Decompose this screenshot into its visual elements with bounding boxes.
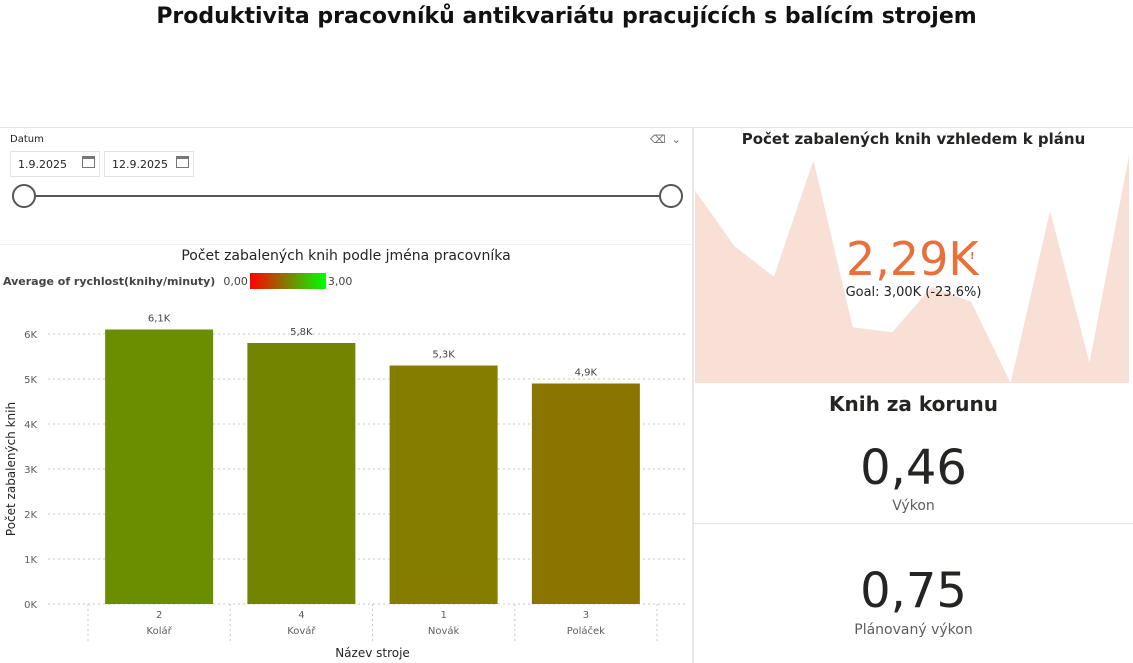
legend-label: Average of rychlost(knihy/minuty) xyxy=(3,274,216,288)
calendar-icon[interactable] xyxy=(82,156,95,168)
start-date-input[interactable]: 1.9.2025 xyxy=(10,151,100,177)
y-tick-label: 2K xyxy=(24,510,37,521)
planned-performance-value: 0,75 xyxy=(860,563,967,619)
bar-chart: 0K 1K 2K 3K 4K 5K 6K 6,1K 2 Kolář 5,8K 4 Kovář 5,3K 1 N… xyxy=(4,314,688,660)
x-tick-label: 4 xyxy=(298,610,304,621)
end-date-input[interactable]: 12.9.2025 xyxy=(104,151,194,177)
performance-label: Výkon xyxy=(892,498,935,514)
bar xyxy=(389,365,498,604)
color-legend: Average of rychlost(knihy/minuty) 0,00 3… xyxy=(3,273,352,289)
bar-chart-title: Počet zabalených knih podle jména pracov… xyxy=(181,248,511,264)
chevron-down-icon[interactable]: ⌄ xyxy=(671,133,681,146)
start-date-value: 1.9.2025 xyxy=(18,158,67,171)
date-range-track[interactable] xyxy=(24,195,671,197)
calendar-icon[interactable] xyxy=(176,156,189,168)
data-label: 5,8K xyxy=(290,327,313,338)
y-tick-label: 4K xyxy=(24,420,37,431)
x-tick-label: 3 xyxy=(583,610,589,621)
x-tick-sublabel: Kolář xyxy=(147,625,173,637)
data-label: 6,1K xyxy=(148,314,171,325)
report-title: Produktivita pracovníků antikvariátu pra… xyxy=(156,4,977,29)
end-date-value: 12.9.2025 xyxy=(112,158,168,171)
legend-min: 0,00 xyxy=(223,274,248,288)
date-slicer-label: Datum xyxy=(10,134,44,145)
x-tick-sublabel: Poláček xyxy=(567,625,605,637)
kpi-value: 2,29K xyxy=(846,232,979,286)
kpi-area-series xyxy=(695,155,1129,383)
y-tick-label: 6K xyxy=(24,330,37,341)
eraser-icon[interactable]: ⌫ xyxy=(650,133,666,146)
bar xyxy=(531,383,640,604)
bar xyxy=(105,329,214,604)
date-slicer: Datum ⌫ ⌄ 1.9.2025 12.9.2025 xyxy=(0,128,692,244)
x-tick-sublabel: Kovář xyxy=(287,625,316,637)
x-tick-label: 2 xyxy=(156,610,162,621)
card-divider xyxy=(694,523,1133,524)
performance-value: 0,46 xyxy=(860,440,967,496)
bar xyxy=(247,343,356,604)
x-tick-sublabel: Novák xyxy=(428,625,460,637)
slicer-header-icons: ⌫ ⌄ xyxy=(650,133,687,146)
header-divider xyxy=(0,127,1133,128)
data-label: 4,9K xyxy=(575,368,598,379)
slicer-divider xyxy=(0,244,692,245)
y-tick-label: 1K xyxy=(24,555,37,566)
data-label: 5,3K xyxy=(432,350,455,361)
column-divider xyxy=(692,128,694,663)
y-tick-label: 3K xyxy=(24,465,37,476)
legend-max: 3,00 xyxy=(327,274,353,288)
date-range-start-handle[interactable] xyxy=(12,184,36,208)
kpi-trend-area xyxy=(695,155,1129,383)
x-tick-label: 1 xyxy=(440,610,446,621)
y-axis-title: Počet zabalených knih xyxy=(4,402,18,536)
kpi-goal: Goal: 3,00K (-23.6%) xyxy=(845,285,982,300)
planned-performance-label: Plánovaný výkon xyxy=(854,622,973,638)
y-tick-label: 0K xyxy=(24,600,37,611)
legend-gradient xyxy=(249,273,326,289)
kpi-title: Počet zabalených knih vzhledem k plánu xyxy=(741,130,1086,148)
date-range-end-handle[interactable] xyxy=(659,184,683,208)
kpi-warning-icon: ! xyxy=(970,251,975,262)
x-axis-title: Název stroje xyxy=(335,646,410,660)
cards-title: Knih za korunu xyxy=(829,392,998,416)
y-tick-label: 5K xyxy=(24,375,37,386)
